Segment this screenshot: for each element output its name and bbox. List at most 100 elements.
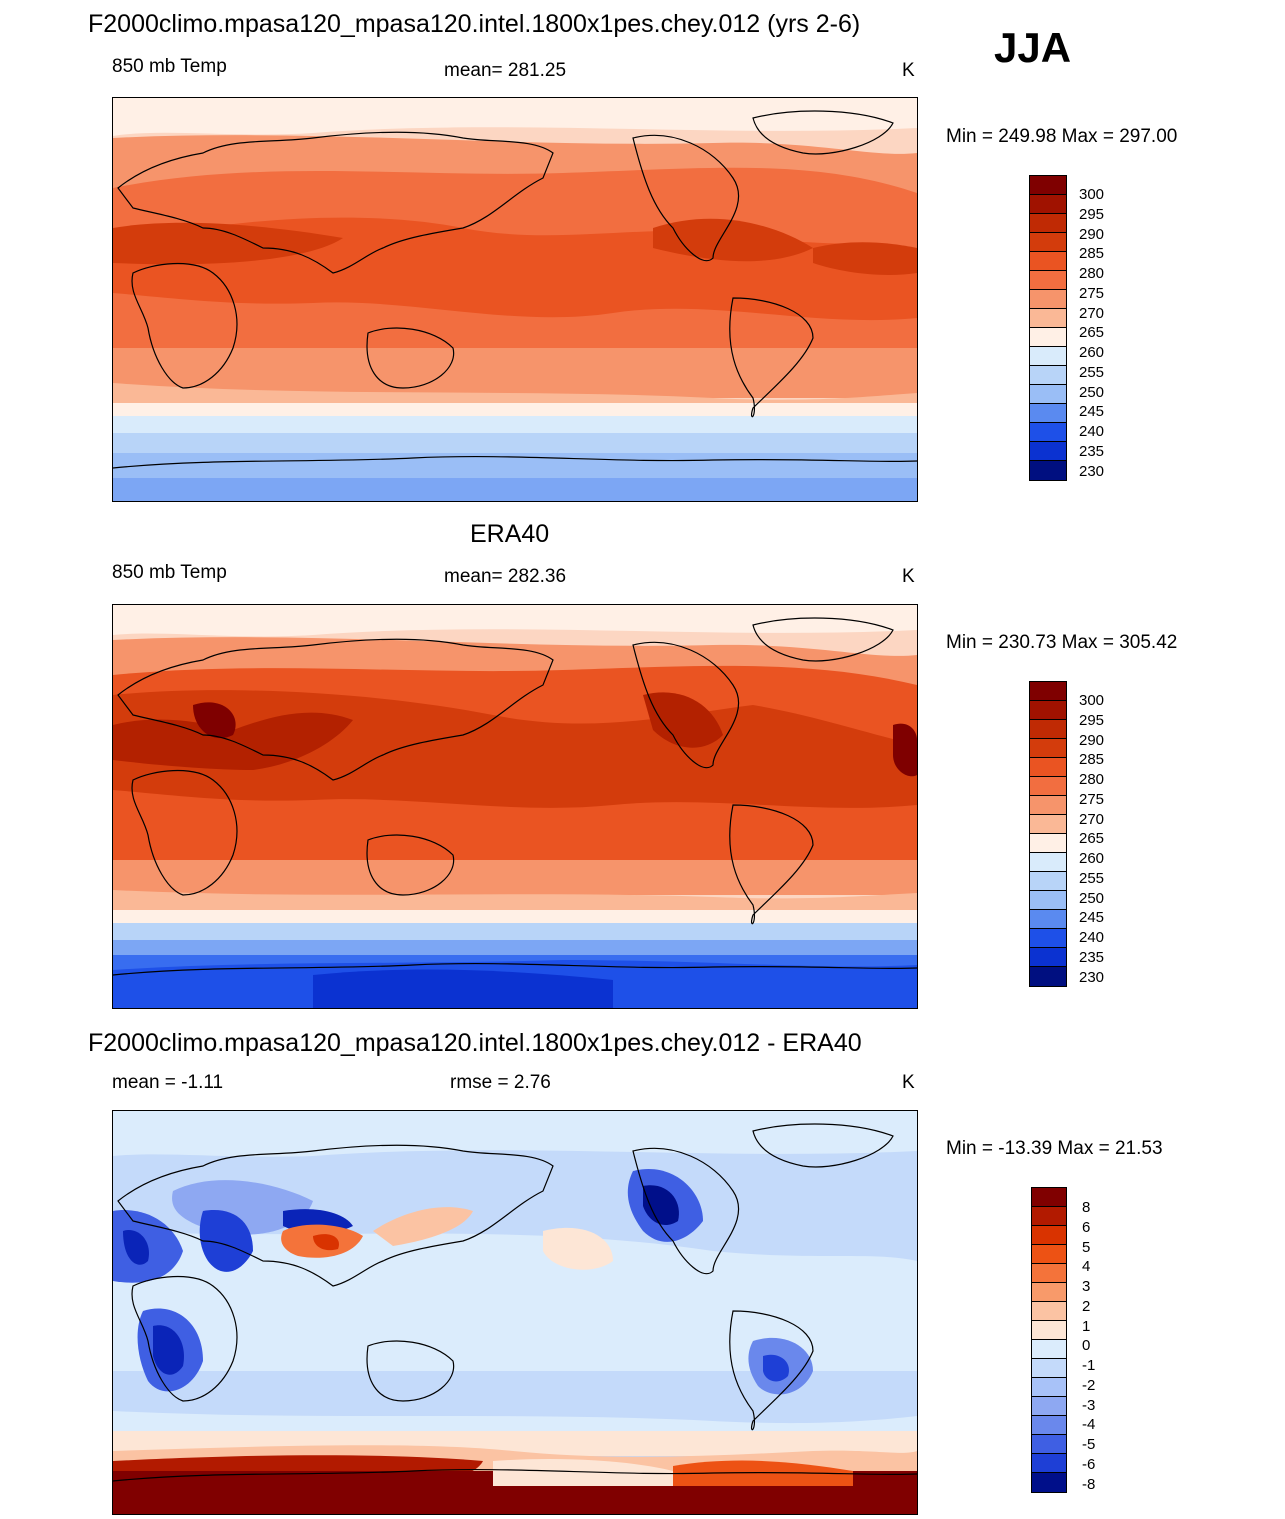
- colorbar-swatch: [1030, 891, 1066, 910]
- colorbar-swatch: [1030, 739, 1066, 758]
- panel3-minmax-label: Min = -13.39 Max = 21.53: [946, 1138, 1163, 1159]
- colorbar-label: -1: [1082, 1357, 1096, 1374]
- colorbar-label: 285: [1079, 751, 1105, 768]
- panel1-variable-label: 850 mb Temp: [112, 56, 227, 77]
- colorbar-swatch: [1030, 252, 1066, 271]
- colorbar-label: 250: [1079, 384, 1105, 401]
- panel3-title: F2000climo.mpasa120_mpasa120.intel.1800x…: [88, 1029, 862, 1057]
- panel1-minmax-label: Min = 249.98 Max = 297.00: [946, 126, 1178, 147]
- panel1-colorbar: [1029, 175, 1067, 481]
- colorbar-label: 0: [1082, 1337, 1091, 1354]
- colorbar-swatch: [1032, 1283, 1066, 1302]
- colorbar-label: 2: [1082, 1298, 1091, 1315]
- panel2-variable-label: 850 mb Temp: [112, 562, 227, 583]
- colorbar-label: 235: [1079, 949, 1105, 966]
- colorbar-label: 295: [1079, 712, 1105, 729]
- colorbar-swatch: [1030, 777, 1066, 796]
- colorbar-label: 300: [1079, 692, 1105, 709]
- colorbar-swatch: [1030, 758, 1066, 777]
- colorbar-swatch: [1030, 872, 1066, 891]
- colorbar-swatch: [1032, 1245, 1066, 1264]
- colorbar-swatch: [1030, 815, 1066, 834]
- colorbar-label: 295: [1079, 206, 1105, 223]
- colorbar-label: -6: [1082, 1456, 1096, 1473]
- colorbar-swatch: [1030, 682, 1066, 701]
- colorbar-swatch: [1030, 948, 1066, 967]
- colorbar-label: 255: [1079, 870, 1105, 887]
- panel1-map: [112, 97, 918, 502]
- colorbar-swatch: [1030, 834, 1066, 853]
- colorbar-label: 230: [1079, 463, 1105, 480]
- colorbar-swatch: [1030, 461, 1066, 480]
- colorbar-swatch: [1030, 929, 1066, 948]
- colorbar-label: 260: [1079, 344, 1105, 361]
- panel2-minmax-label: Min = 230.73 Max = 305.42: [946, 632, 1178, 653]
- colorbar-label: -2: [1082, 1377, 1096, 1394]
- colorbar-label: 270: [1079, 305, 1105, 322]
- colorbar-label: 4: [1082, 1258, 1091, 1275]
- colorbar-swatch: [1030, 195, 1066, 214]
- colorbar-swatch: [1030, 910, 1066, 929]
- colorbar-swatch: [1032, 1264, 1066, 1283]
- colorbar-label: 290: [1079, 226, 1105, 243]
- colorbar-label: 250: [1079, 890, 1105, 907]
- colorbar-label: 265: [1079, 830, 1105, 847]
- colorbar-label: 260: [1079, 850, 1105, 867]
- panel2-mean-label: mean= 282.36: [444, 566, 567, 587]
- colorbar-label: 5: [1082, 1239, 1091, 1256]
- colorbar-swatch: [1030, 233, 1066, 252]
- colorbar-label: 300: [1079, 186, 1105, 203]
- colorbar-swatch: [1032, 1454, 1066, 1473]
- colorbar-swatch: [1032, 1416, 1066, 1435]
- season-label: JJA: [994, 24, 1072, 71]
- panel2-map: [112, 604, 918, 1009]
- colorbar-label: 245: [1079, 403, 1105, 420]
- colorbar-label: 235: [1079, 443, 1105, 460]
- colorbar-swatch: [1030, 967, 1066, 986]
- panel3-mean-label: mean = -1.11: [112, 1072, 224, 1093]
- colorbar-swatch: [1030, 271, 1066, 290]
- colorbar-swatch: [1030, 290, 1066, 309]
- colorbar-label: 270: [1079, 811, 1105, 828]
- colorbar-label: -8: [1082, 1476, 1096, 1493]
- colorbar-swatch: [1032, 1397, 1066, 1416]
- colorbar-label: 240: [1079, 929, 1105, 946]
- colorbar-label: -3: [1082, 1397, 1096, 1414]
- colorbar-label: 245: [1079, 909, 1105, 926]
- colorbar-swatch: [1030, 176, 1066, 195]
- colorbar-swatch: [1032, 1302, 1066, 1321]
- colorbar-label: 6: [1082, 1219, 1091, 1236]
- colorbar-swatch: [1032, 1321, 1066, 1340]
- panel3-map: [112, 1110, 918, 1515]
- panel1-mean-label: mean= 281.25: [444, 60, 567, 81]
- colorbar-swatch: [1032, 1473, 1066, 1492]
- colorbar-swatch: [1032, 1226, 1066, 1245]
- panel2-units-label: K: [902, 566, 915, 587]
- colorbar-swatch: [1032, 1378, 1066, 1397]
- colorbar-swatch: [1030, 442, 1066, 461]
- colorbar-swatch: [1032, 1188, 1066, 1207]
- colorbar-swatch: [1032, 1207, 1066, 1226]
- panel1-title: F2000climo.mpasa120_mpasa120.intel.1800x…: [88, 10, 861, 38]
- panel1-units-label: K: [902, 60, 915, 81]
- colorbar-swatch: [1030, 796, 1066, 815]
- colorbar-swatch: [1032, 1340, 1066, 1359]
- colorbar-label: 255: [1079, 364, 1105, 381]
- colorbar-label: 280: [1079, 265, 1105, 282]
- colorbar-label: 8: [1082, 1199, 1091, 1216]
- colorbar-label: 3: [1082, 1278, 1091, 1295]
- colorbar-swatch: [1030, 366, 1066, 385]
- colorbar-swatch: [1032, 1435, 1066, 1454]
- colorbar-swatch: [1030, 328, 1066, 347]
- panel3-units-label: K: [902, 1072, 915, 1093]
- colorbar-swatch: [1030, 309, 1066, 328]
- colorbar-swatch: [1030, 423, 1066, 442]
- colorbar-label: 240: [1079, 423, 1105, 440]
- panel3-rmse-label: rmse = 2.76: [450, 1072, 551, 1093]
- colorbar-label: -5: [1082, 1436, 1096, 1453]
- panel2-title: ERA40: [470, 520, 550, 548]
- colorbar-swatch: [1030, 853, 1066, 872]
- panel2-colorbar: [1029, 681, 1067, 987]
- colorbar-swatch: [1030, 214, 1066, 233]
- colorbar-label: 1: [1082, 1318, 1091, 1335]
